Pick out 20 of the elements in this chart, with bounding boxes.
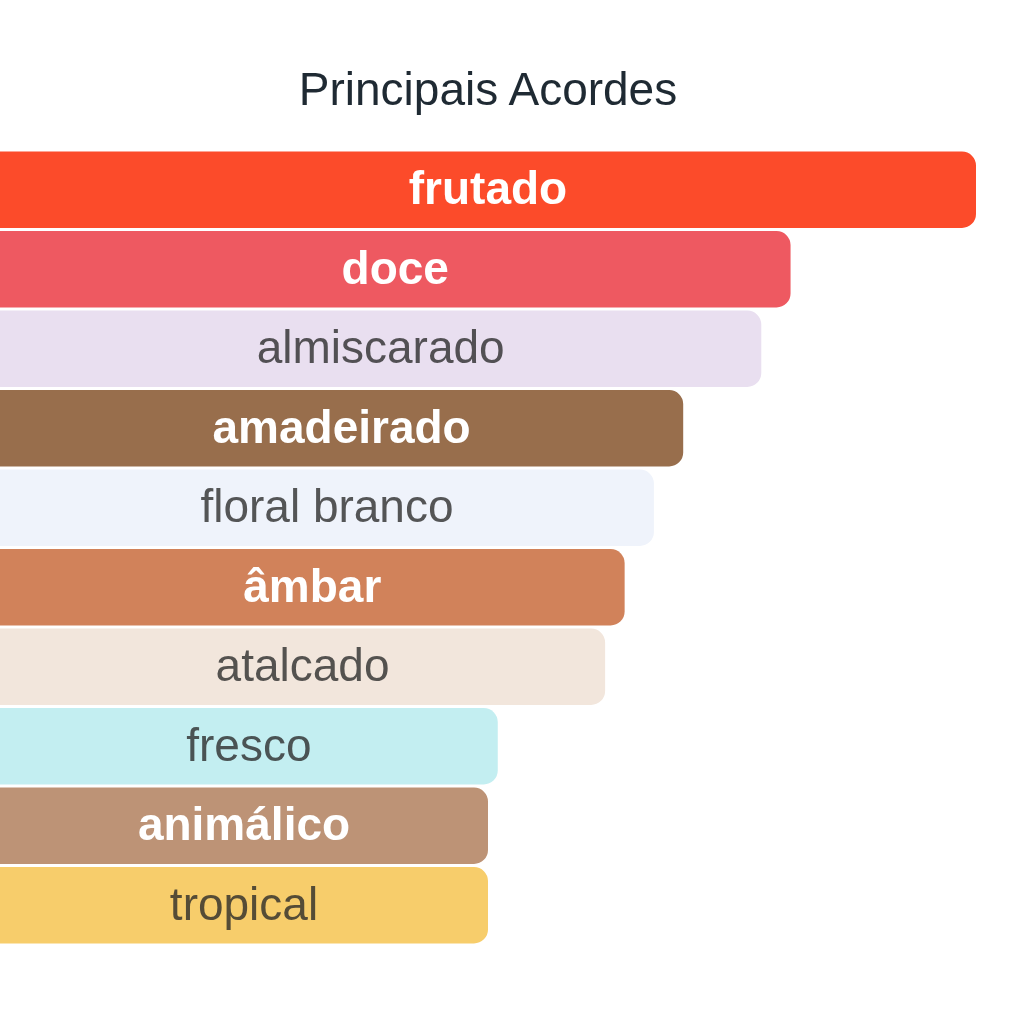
bar bbox=[0, 787, 488, 864]
bar bbox=[0, 151, 976, 228]
bar bbox=[0, 628, 606, 705]
y-tick-label: animálico bbox=[137, 798, 351, 851]
y-tick-label: tropical bbox=[169, 877, 319, 930]
bar bbox=[0, 231, 791, 308]
y-tick-label: fresco bbox=[186, 718, 312, 771]
y-tick-label: frutado bbox=[408, 162, 568, 215]
y-tick-label: amadeirado bbox=[212, 400, 471, 453]
y-tick-label: atalcado bbox=[215, 639, 390, 692]
bar bbox=[0, 310, 762, 387]
y-tick-label: almiscarado bbox=[256, 321, 505, 374]
y-tick-label: floral branco bbox=[200, 480, 454, 533]
bar bbox=[0, 549, 625, 626]
y-tick-label: âmbar bbox=[243, 559, 382, 612]
bar bbox=[0, 390, 684, 467]
bar bbox=[0, 708, 498, 785]
chart-title: Principais Acordes bbox=[298, 62, 678, 115]
bar bbox=[0, 867, 488, 944]
y-tick-label: doce bbox=[341, 241, 449, 294]
